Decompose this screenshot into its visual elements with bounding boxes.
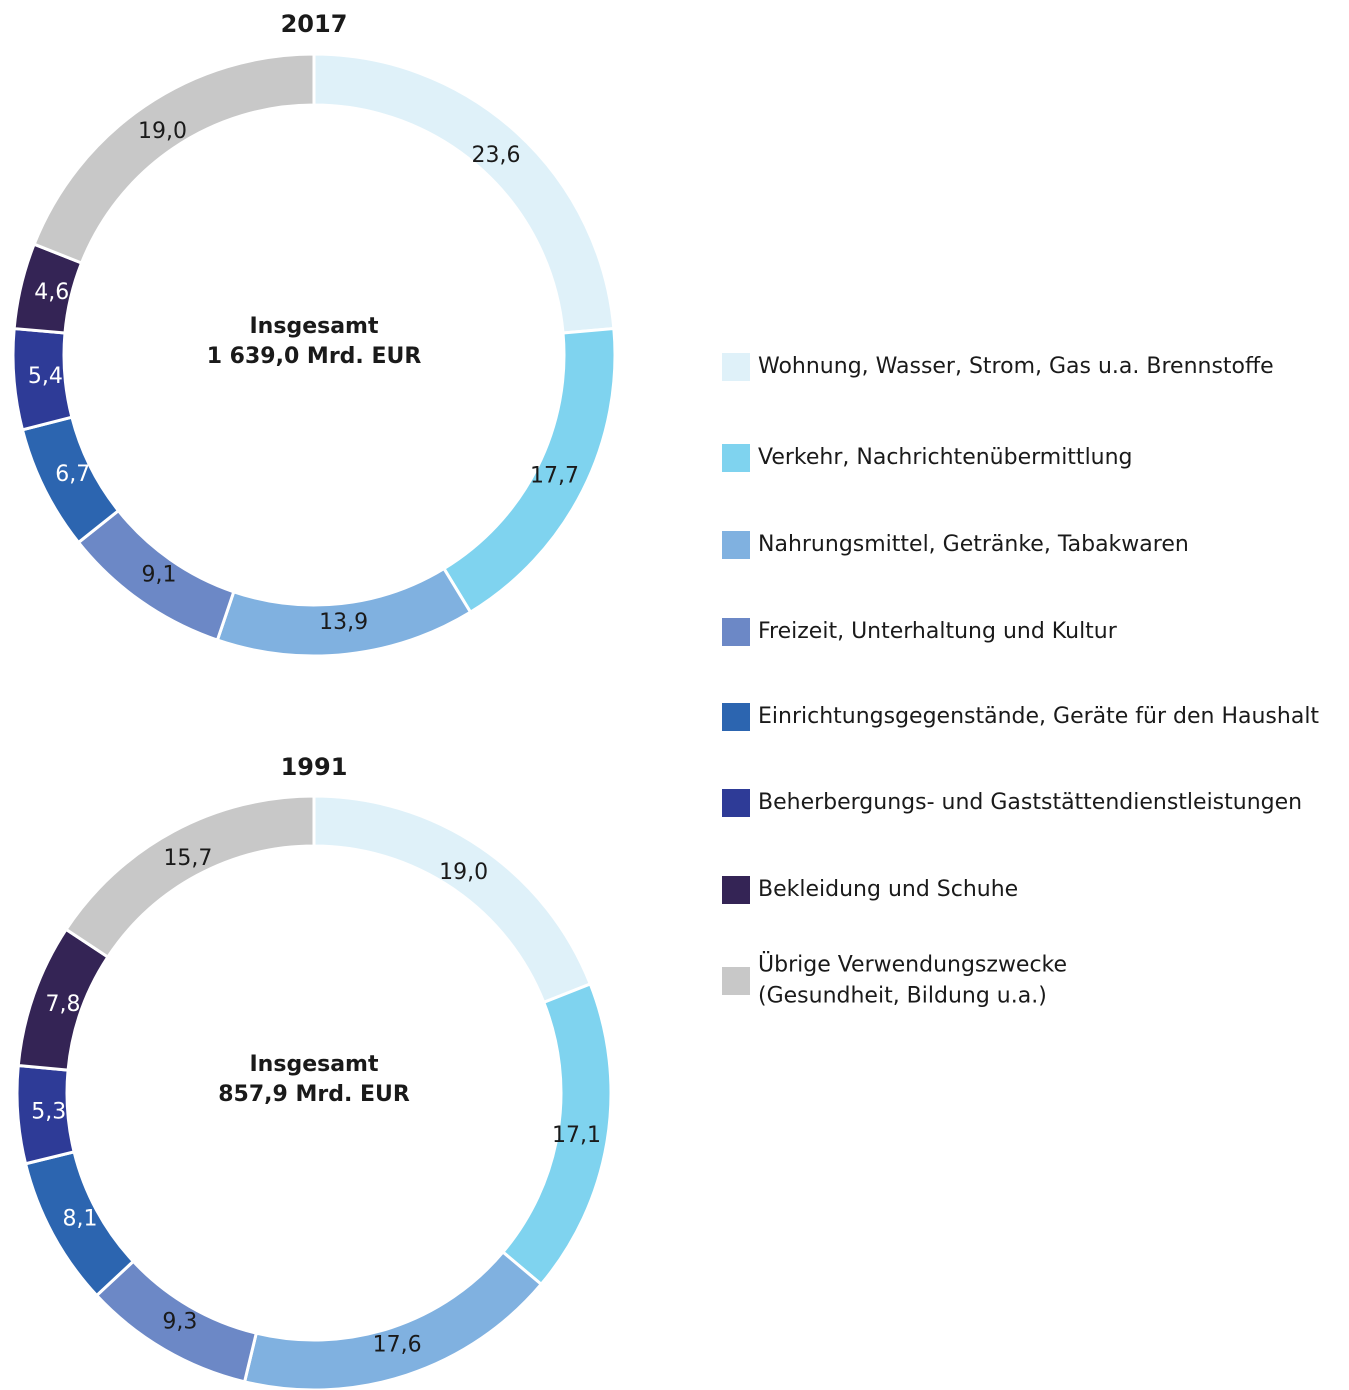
legend-label: Einrichtungsgegenstände, Geräte für den … [758, 704, 1319, 729]
data-label: 23,6 [472, 143, 521, 168]
legend-label: (Gesundheit, Bildung u.a.) [758, 984, 1047, 1009]
data-label: 9,3 [162, 1310, 197, 1335]
donut-segment [64, 794, 316, 960]
data-label: 19,0 [138, 119, 187, 144]
donut-segment [32, 52, 316, 265]
data-label: 7,8 [46, 992, 81, 1017]
legend-label: Bekleidung und Schuhe [758, 877, 1018, 902]
data-label: 9,1 [142, 562, 177, 587]
legend-label: Nahrungsmittel, Getränke, Tabakwaren [758, 532, 1189, 557]
donut-segment [312, 794, 593, 1005]
legend-swatch [722, 618, 750, 646]
legend-swatch [722, 353, 750, 381]
donut-segment [242, 1249, 544, 1390]
center-label: 857,9 Mrd. EUR [218, 1082, 410, 1107]
center-label: 1 639,0 Mrd. EUR [207, 344, 422, 369]
chart-title: 1991 [281, 753, 348, 781]
data-label: 17,7 [530, 464, 579, 489]
data-label: 8,1 [62, 1206, 97, 1231]
legend-swatch [722, 789, 750, 817]
legend-swatch [722, 876, 750, 904]
donut-segment [312, 52, 616, 335]
data-label: 5,4 [28, 364, 63, 389]
legend-label: Verkehr, Nachrichtenübermittlung [758, 445, 1133, 470]
legend-label: Freizeit, Unterhaltung und Kultur [758, 619, 1118, 644]
data-label: 13,9 [319, 610, 368, 635]
legend-swatch [722, 967, 750, 995]
legend-swatch [722, 703, 750, 731]
data-label: 5,3 [31, 1100, 66, 1125]
data-label: 6,7 [55, 462, 90, 487]
data-label: 17,1 [552, 1123, 601, 1148]
legend-label: Übrige Verwendungszwecke [758, 952, 1067, 978]
legend-swatch [722, 444, 750, 472]
chart-title: 2017 [281, 10, 348, 38]
data-label: 4,6 [34, 280, 69, 305]
center-label: Insgesamt [250, 1052, 379, 1077]
legend-swatch [722, 531, 750, 559]
legend-label: Wohnung, Wasser, Strom, Gas u.a. Brennst… [758, 354, 1274, 379]
legend-label: Beherbergungs- und Gaststättendienstleis… [758, 790, 1302, 815]
data-label: 17,6 [373, 1333, 422, 1358]
data-label: 15,7 [163, 846, 212, 871]
center-label: Insgesamt [250, 314, 379, 339]
data-label: 19,0 [439, 860, 488, 885]
